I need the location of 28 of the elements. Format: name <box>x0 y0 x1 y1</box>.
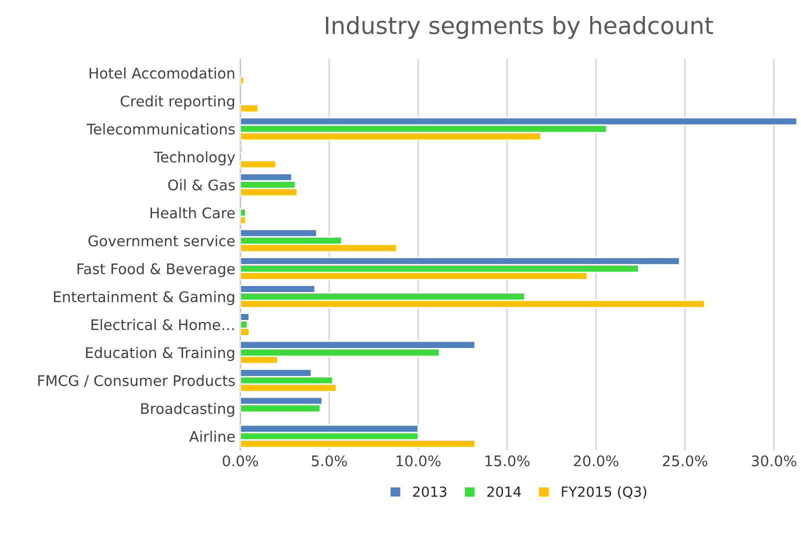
y-tick-label: Credit reporting <box>120 95 234 110</box>
y-tick-label: Technology <box>154 151 235 166</box>
bar <box>240 104 259 113</box>
legend-label: 2013 <box>413 486 446 497</box>
y-tick-label: Electrical & Home… <box>92 318 234 330</box>
y-tick-label: Airline <box>189 430 235 442</box>
x-tick-label: 10.0% <box>396 455 441 466</box>
x-tick-label: 30.0% <box>752 455 796 466</box>
legend-label: 2014 <box>487 486 521 497</box>
y-tick-label: Health Care <box>150 207 235 218</box>
y-tick-label: Telecommunications <box>86 123 235 135</box>
x-tick-label: 20.0% <box>574 455 618 466</box>
y-tick-label: Hotel Accomodation <box>90 67 234 79</box>
y-tick-label: Oil & Gas <box>168 179 235 190</box>
legend-label: FY2015 (Q3) <box>562 486 646 499</box>
y-tick-label: Fast Food & Beverage <box>78 263 235 278</box>
x-tick-label: 5.0% <box>312 455 347 466</box>
y-tick-label: Broadcasting <box>141 402 234 417</box>
y-tick-label: FMCG / Consumer Products <box>38 374 235 388</box>
y-tick-label: Government service <box>88 235 235 246</box>
bar <box>240 76 245 85</box>
bar <box>240 160 277 169</box>
x-tick-label: 0.0% <box>222 455 258 466</box>
y-tick-label: Entertainment & Gaming <box>54 290 234 306</box>
chart-title: Industry segments by headcount <box>326 16 714 39</box>
x-tick-label: 15.0% <box>486 455 530 466</box>
y-tick-label: Education & Training <box>86 346 234 361</box>
x-tick-label: 25.0% <box>662 455 708 466</box>
